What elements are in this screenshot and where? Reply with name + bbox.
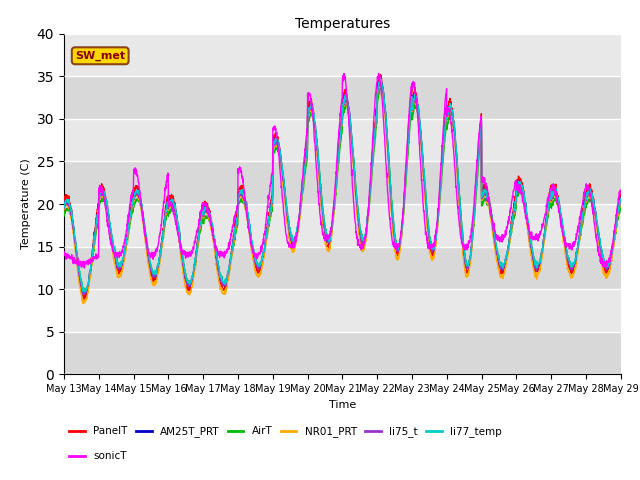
Text: SW_met: SW_met	[75, 51, 125, 61]
Bar	[64, 34, 621, 76]
Bar	[64, 332, 621, 374]
Bar	[64, 119, 621, 161]
Y-axis label: Temperature (C): Temperature (C)	[21, 158, 31, 250]
Bar	[64, 161, 621, 204]
Title: Temperatures: Temperatures	[295, 17, 390, 31]
Bar	[64, 289, 621, 332]
Bar	[64, 247, 621, 289]
Legend: sonicT: sonicT	[69, 451, 127, 461]
Bar	[64, 204, 621, 247]
Bar	[64, 76, 621, 119]
X-axis label: Time: Time	[329, 400, 356, 409]
